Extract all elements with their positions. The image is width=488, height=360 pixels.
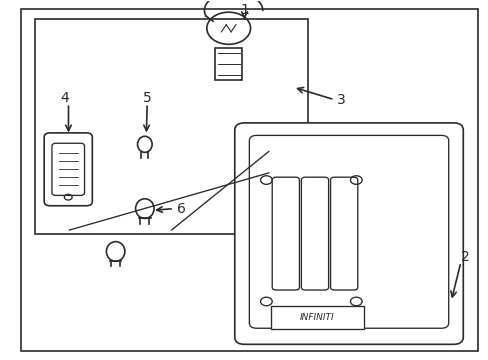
FancyBboxPatch shape bbox=[234, 123, 462, 344]
FancyBboxPatch shape bbox=[44, 133, 92, 206]
Bar bbox=[271, 306, 363, 329]
Text: 6: 6 bbox=[177, 202, 185, 216]
FancyBboxPatch shape bbox=[52, 143, 84, 195]
FancyBboxPatch shape bbox=[272, 177, 299, 290]
Bar bbox=[35, 19, 307, 234]
FancyBboxPatch shape bbox=[330, 177, 357, 290]
Text: 3: 3 bbox=[337, 93, 346, 107]
Text: 5: 5 bbox=[142, 91, 151, 105]
Text: 4: 4 bbox=[60, 91, 69, 105]
FancyBboxPatch shape bbox=[249, 135, 448, 328]
FancyBboxPatch shape bbox=[301, 177, 328, 290]
Bar bbox=[215, 48, 242, 80]
Text: 2: 2 bbox=[460, 250, 469, 264]
Text: INFINITI: INFINITI bbox=[300, 313, 334, 322]
Text: 1: 1 bbox=[240, 3, 248, 17]
